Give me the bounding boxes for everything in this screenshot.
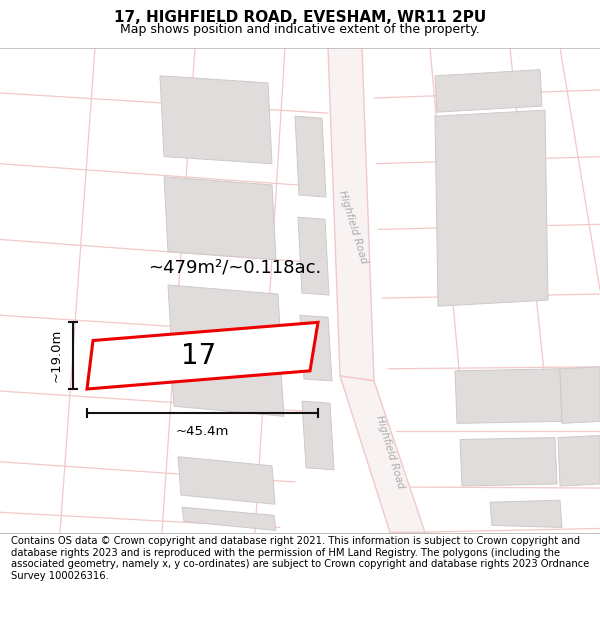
Polygon shape bbox=[558, 436, 600, 486]
Polygon shape bbox=[164, 177, 276, 260]
Text: ~479m²/~0.118ac.: ~479m²/~0.118ac. bbox=[148, 259, 321, 277]
Text: ~45.4m: ~45.4m bbox=[176, 426, 229, 438]
Polygon shape bbox=[435, 110, 548, 306]
Polygon shape bbox=[87, 322, 318, 389]
Polygon shape bbox=[328, 48, 374, 381]
Polygon shape bbox=[490, 500, 562, 528]
Polygon shape bbox=[298, 217, 329, 295]
Polygon shape bbox=[455, 369, 562, 423]
Polygon shape bbox=[302, 401, 334, 470]
Text: Contains OS data © Crown copyright and database right 2021. This information is : Contains OS data © Crown copyright and d… bbox=[11, 536, 589, 581]
Text: Map shows position and indicative extent of the property.: Map shows position and indicative extent… bbox=[120, 22, 480, 36]
Polygon shape bbox=[340, 376, 425, 532]
Polygon shape bbox=[182, 508, 276, 531]
Polygon shape bbox=[168, 285, 281, 346]
Polygon shape bbox=[295, 116, 326, 197]
Polygon shape bbox=[160, 76, 272, 164]
Text: 17: 17 bbox=[181, 342, 216, 369]
Polygon shape bbox=[178, 457, 275, 504]
Polygon shape bbox=[460, 438, 557, 486]
Text: 17, HIGHFIELD ROAD, EVESHAM, WR11 2PU: 17, HIGHFIELD ROAD, EVESHAM, WR11 2PU bbox=[114, 11, 486, 26]
Text: Highfield Road: Highfield Road bbox=[337, 189, 369, 265]
Polygon shape bbox=[435, 70, 542, 112]
Text: ~19.0m: ~19.0m bbox=[50, 329, 63, 382]
Polygon shape bbox=[560, 367, 600, 423]
Polygon shape bbox=[300, 315, 332, 381]
Text: Highfield Road: Highfield Road bbox=[374, 414, 406, 489]
Polygon shape bbox=[171, 361, 284, 416]
